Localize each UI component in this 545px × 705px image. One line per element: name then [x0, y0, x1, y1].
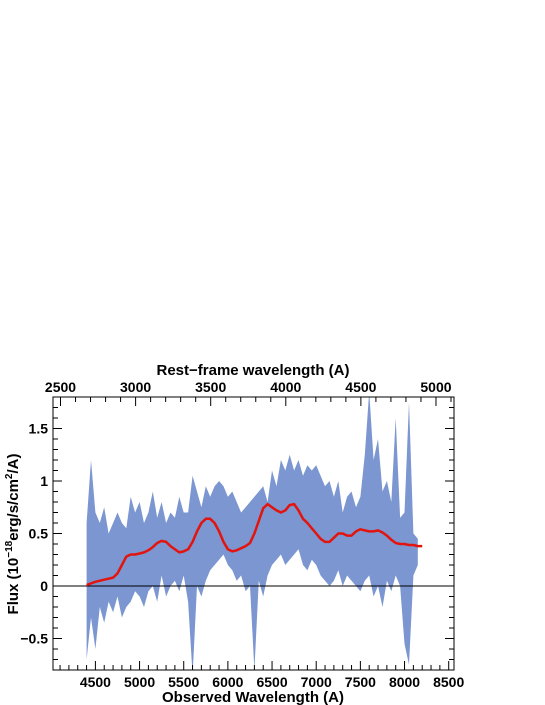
x-tick-label: 5000: [124, 674, 155, 690]
x-tick-label: 5500: [168, 674, 199, 690]
ylabel-exponent-2: 2: [4, 473, 15, 479]
ylabel-exponent-1: −18: [4, 540, 15, 557]
x2-tick-label: 5000: [420, 379, 451, 395]
x-tick-label: 6000: [212, 674, 243, 690]
x-tick-label: 8500: [433, 674, 464, 690]
x-tick-label: 8000: [389, 674, 420, 690]
top-axis-title: Rest−frame wavelength (A): [157, 362, 350, 379]
x-tick-label: 7000: [301, 674, 332, 690]
y-tick-label: 1.5: [29, 421, 49, 437]
x2-tick-label: 4000: [270, 379, 301, 395]
flux-uncertainty-band: [86, 397, 418, 670]
axis-tick-labels: 4500 5000 5500 6000 6500 7000 7500 8000 8500 2500…: [20, 379, 464, 690]
x-tick-label: 7500: [345, 674, 376, 690]
axis-ticks: [53, 396, 454, 671]
y-tick-label: 0: [40, 578, 48, 594]
y-tick-label: 1: [40, 473, 48, 489]
y-tick-label: −0.5: [20, 631, 48, 647]
ylabel-suffix: /A): [5, 454, 22, 474]
ylabel-middle: erg/s/cm: [5, 479, 22, 541]
bottom-axis-title: Observed Wavelength (A): [162, 689, 344, 705]
x-tick-label: 4500: [80, 674, 111, 690]
x2-tick-label: 2500: [45, 379, 76, 395]
x-tick-label: 6500: [256, 674, 287, 690]
plot-area: 4500 5000 5500 6000 6500 7000 7500 8000 8500 2500…: [20, 379, 464, 690]
y-tick-label: 0.5: [29, 526, 49, 542]
y-axis-title: Flux (10−18erg/s/cm2/A): [4, 454, 22, 615]
smoothed-fit-line: [86, 502, 423, 587]
ylabel-prefix: Flux (10: [5, 558, 22, 615]
x2-tick-label: 3500: [195, 379, 226, 395]
x2-tick-label: 4500: [345, 379, 376, 395]
x2-tick-label: 3000: [120, 379, 151, 395]
